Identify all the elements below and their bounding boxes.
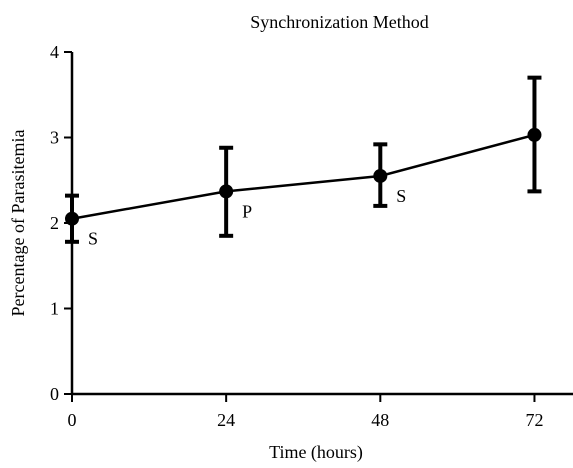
x-tick-label: 24 — [217, 410, 235, 430]
point-annotation: P — [242, 201, 252, 221]
y-tick-label: 2 — [50, 213, 59, 233]
y-tick-label: 3 — [50, 128, 59, 148]
x-axis-label: Time (hours) — [269, 442, 363, 463]
point-annotation: S — [396, 186, 406, 206]
data-point — [219, 184, 234, 199]
y-tick-label: 0 — [50, 384, 59, 404]
y-tick-label: 4 — [50, 42, 59, 62]
x-tick-label: 48 — [371, 410, 389, 430]
point-annotation: S — [88, 229, 98, 249]
x-tick-label: 72 — [525, 410, 543, 430]
series — [65, 75, 542, 244]
chart-title: Synchronization Method — [250, 12, 429, 32]
y-tick-label: 1 — [50, 299, 59, 319]
data-point — [373, 168, 388, 183]
y-axis-label: Percentage of Parasitemia — [8, 130, 28, 317]
x-ticks: 0 24 48 72 — [68, 394, 543, 430]
x-tick-label: 0 — [68, 410, 77, 430]
annotations: S P S — [88, 186, 406, 249]
data-point — [527, 127, 542, 142]
series-line — [71, 133, 535, 220]
axes — [70, 52, 573, 396]
y-ticks: 0 1 2 3 4 — [50, 42, 72, 404]
data-point — [65, 211, 79, 226]
